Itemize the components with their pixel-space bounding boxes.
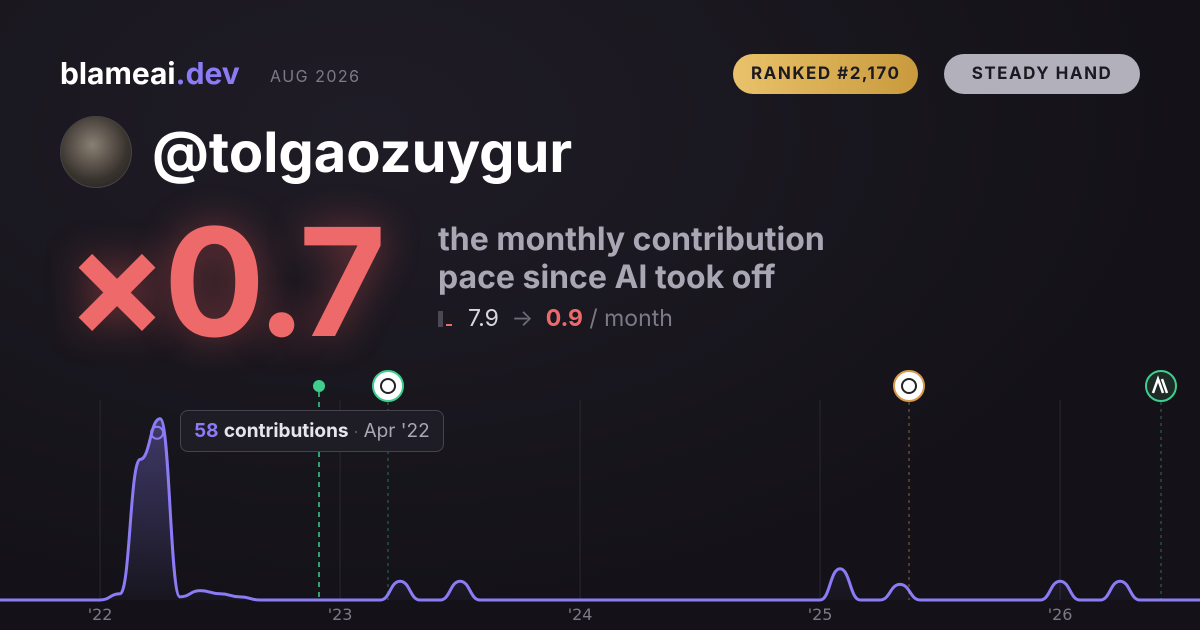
caption: the monthly contribution pace since AI t… <box>438 220 825 296</box>
brand-tld: .dev <box>175 56 240 92</box>
openai-glyph <box>380 378 396 394</box>
style-badge: STEADY HAND <box>944 54 1140 94</box>
unit: / month <box>589 304 673 332</box>
openai-icon <box>893 370 925 402</box>
rank-badge: RANKED #2,170 <box>733 54 919 94</box>
tooltip-date: Apr '22 <box>363 419 430 442</box>
multiplier: ×0.7 <box>66 192 386 373</box>
x-tick-label: '24 <box>568 605 593 624</box>
peak-marker <box>150 425 165 440</box>
openai-icon <box>372 370 404 402</box>
bar-icon <box>438 311 443 327</box>
line <box>0 417 1200 602</box>
brand: blameai.dev <box>60 56 240 92</box>
avatar <box>60 116 132 188</box>
x-tick-label: '25 <box>808 605 833 624</box>
bar-icon <box>446 324 452 326</box>
event-dot <box>313 380 325 392</box>
caption-line: the monthly contribution <box>438 219 825 258</box>
handle: @tolgaozuygur <box>152 118 573 186</box>
x-tick-label: '22 <box>88 605 113 624</box>
brand-name: blameai <box>60 56 176 92</box>
x-tick-label: '26 <box>1048 605 1073 624</box>
tooltip-label: contributions <box>223 419 349 442</box>
openai-glyph <box>901 378 917 394</box>
x-tick-label: '23 <box>328 605 353 624</box>
tooltip: 58 contributions · Apr '22 <box>180 410 444 452</box>
event-markers <box>313 370 1177 600</box>
pace-after: 0.9 <box>545 304 583 332</box>
tooltip-separator: · <box>353 422 359 441</box>
pace-before: 7.9 <box>468 304 499 332</box>
arrow: → <box>511 304 534 332</box>
period: AUG 2026 <box>270 66 361 86</box>
caption-line: pace since AI took off <box>438 257 776 296</box>
tooltip-value: 58 <box>194 419 219 442</box>
anthropic-glyph <box>1151 375 1169 394</box>
pace-stats: 7.9 → 0.9 / month <box>438 304 673 332</box>
